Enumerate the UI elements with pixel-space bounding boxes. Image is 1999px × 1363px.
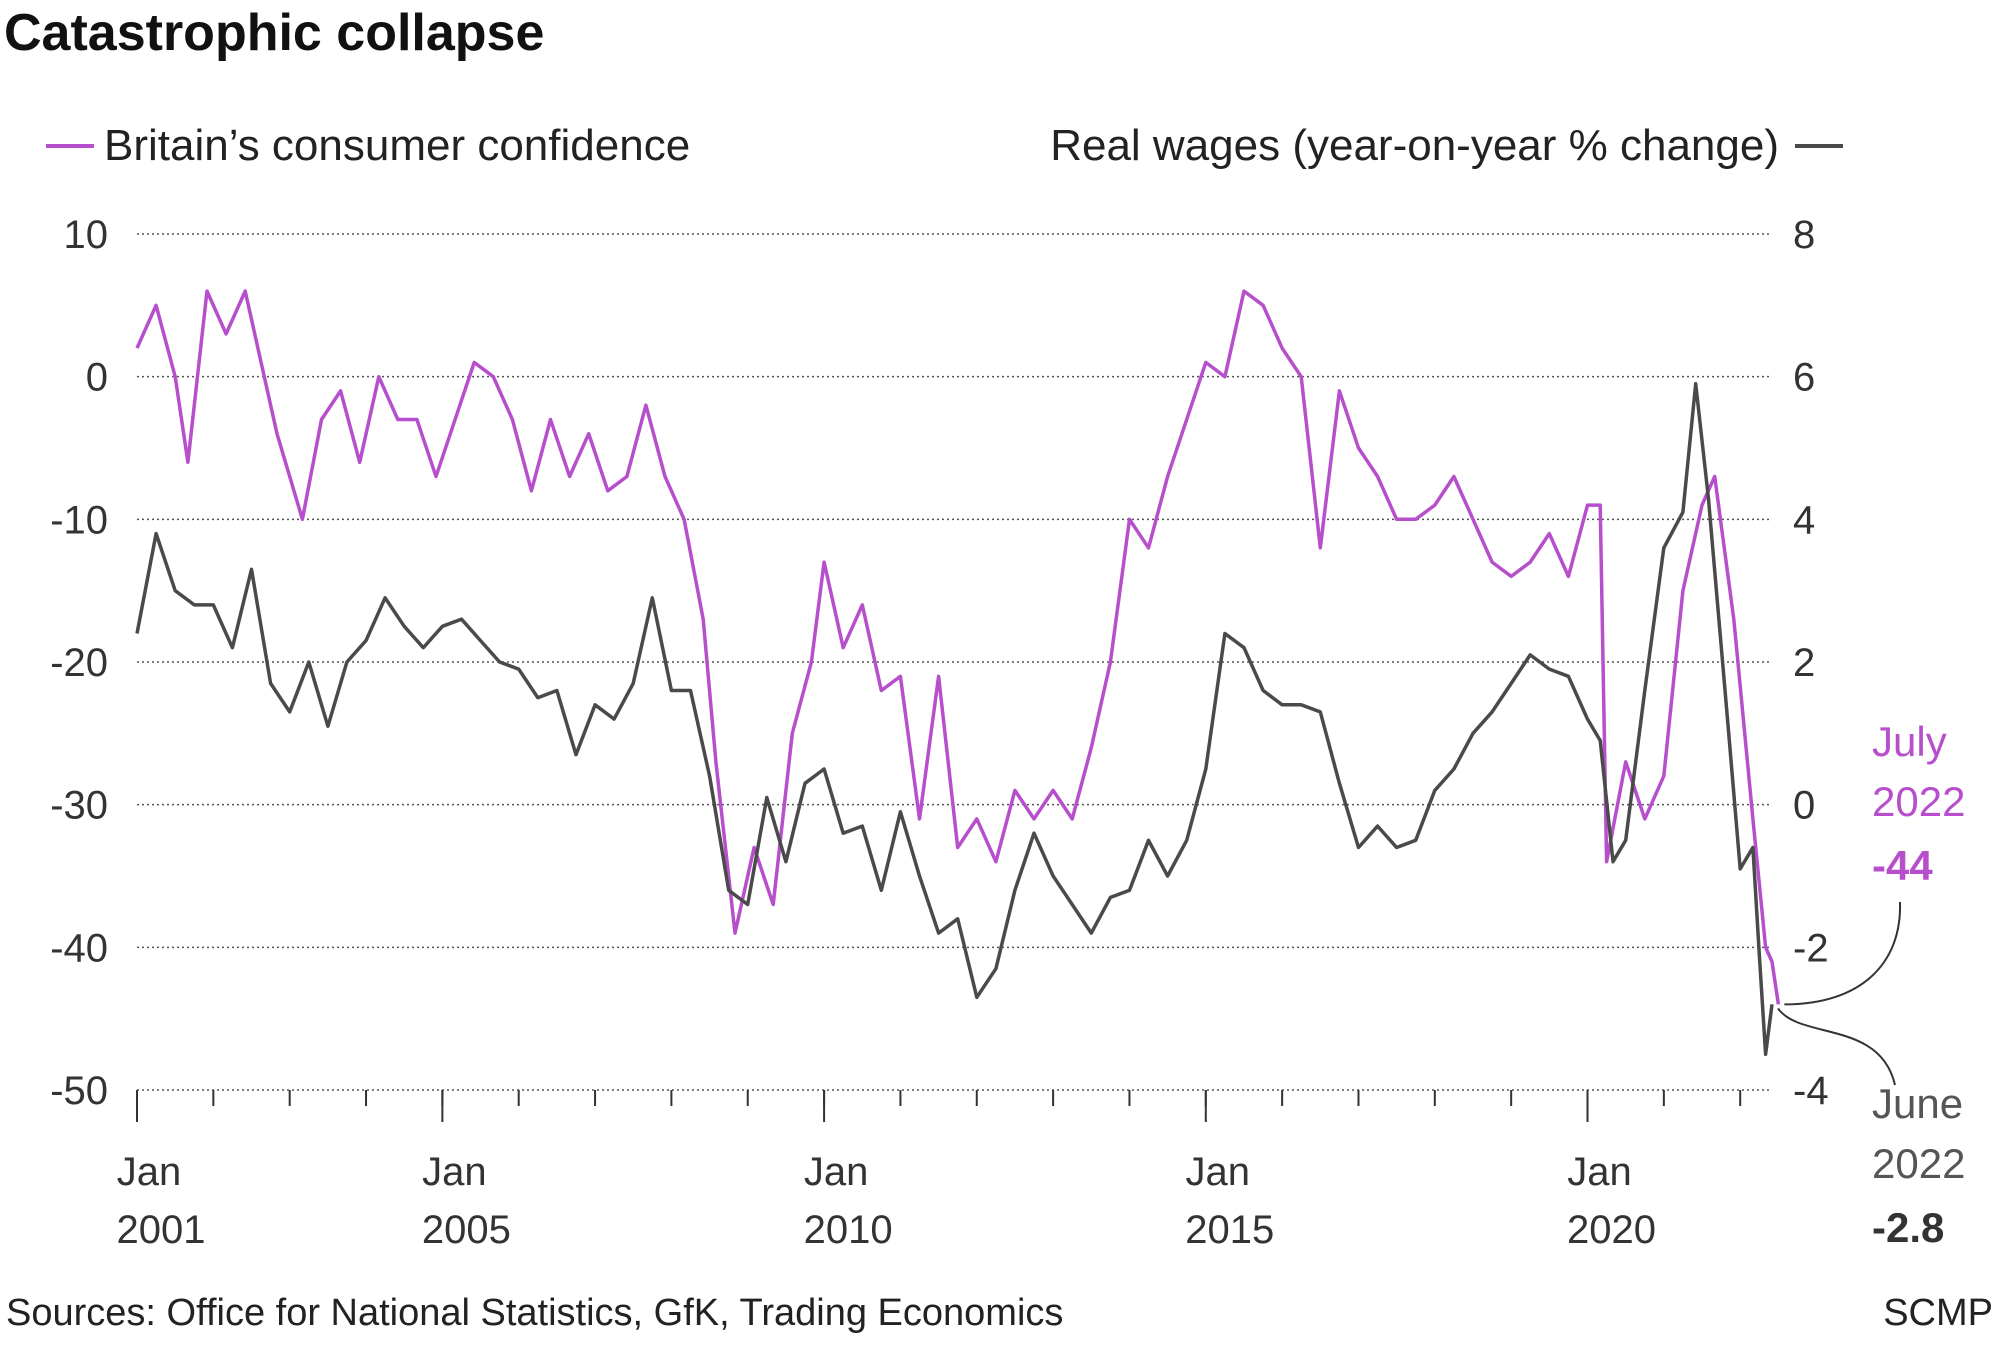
left-tick-label: -10 xyxy=(50,498,108,542)
left-tick-label: 10 xyxy=(64,213,109,257)
x-tick-label-month: Jan xyxy=(1567,1150,1632,1194)
x-tick-label-month: Jan xyxy=(117,1150,182,1194)
end-label-value-consumer-confidence: -44 xyxy=(1872,842,1933,889)
chart-title: Catastrophic collapse xyxy=(4,4,544,62)
series-line-real-wages xyxy=(135,382,1774,1057)
series-lines xyxy=(135,289,1781,1057)
x-tick-label-year: 2015 xyxy=(1185,1208,1274,1252)
right-tick-label: -4 xyxy=(1793,1069,1829,1113)
x-tick-label-year: 2020 xyxy=(1567,1208,1656,1252)
right-tick-label: -2 xyxy=(1793,926,1829,970)
publisher-credit: SCMP xyxy=(1883,1292,1993,1334)
left-tick-label: 0 xyxy=(86,356,108,400)
right-tick-label: 2 xyxy=(1793,641,1815,685)
end-label-month-real-wages: June xyxy=(1872,1080,1963,1127)
x-tick-label-month: Jan xyxy=(1186,1150,1251,1194)
x-tick-label-month: Jan xyxy=(422,1150,487,1194)
right-tick-label: 0 xyxy=(1793,784,1815,828)
end-label-year-real-wages: 2022 xyxy=(1872,1140,1965,1187)
left-axis: 10 0 -10 -20 -30 -40 -50 xyxy=(50,213,108,1113)
end-label-value-real-wages: -2.8 xyxy=(1872,1204,1944,1251)
left-tick-label: -30 xyxy=(50,784,108,828)
x-tick-label-month: Jan xyxy=(804,1150,869,1194)
right-tick-label: 4 xyxy=(1793,498,1815,542)
end-label-month-consumer-confidence: July xyxy=(1872,718,1947,765)
leader-line-real-wages xyxy=(1777,1007,1896,1086)
x-tick-label-year: 2010 xyxy=(804,1208,893,1252)
source-note: Sources: Office for National Statistics,… xyxy=(6,1292,1063,1334)
x-tick-label-year: 2005 xyxy=(422,1208,511,1252)
left-tick-label: -40 xyxy=(50,926,108,970)
leader-line-consumer-confidence xyxy=(1784,901,1902,1006)
end-label-year-consumer-confidence: 2022 xyxy=(1872,778,1965,825)
right-tick-label: 6 xyxy=(1793,356,1815,400)
legend-label-real-wages: Real wages (year-on-year % change) xyxy=(1050,121,1779,170)
left-tick-label: -20 xyxy=(50,641,108,685)
x-axis: Jan 2001 Jan 2005 Jan 2010 Jan 2015 Jan 2020 xyxy=(117,1090,1742,1252)
series-line-consumer-confidence xyxy=(135,289,1781,1005)
right-axis: 8 6 4 2 0 -2 -4 xyxy=(1793,213,1829,1113)
right-tick-label: 8 xyxy=(1793,213,1815,257)
x-tick-label-year: 2001 xyxy=(117,1208,206,1252)
left-tick-label: -50 xyxy=(50,1069,108,1113)
legend-label-consumer-confidence: Britain’s consumer confidence xyxy=(104,121,690,170)
end-annotations: July 2022 -44 June 2022 -2.8 xyxy=(1777,718,1965,1251)
